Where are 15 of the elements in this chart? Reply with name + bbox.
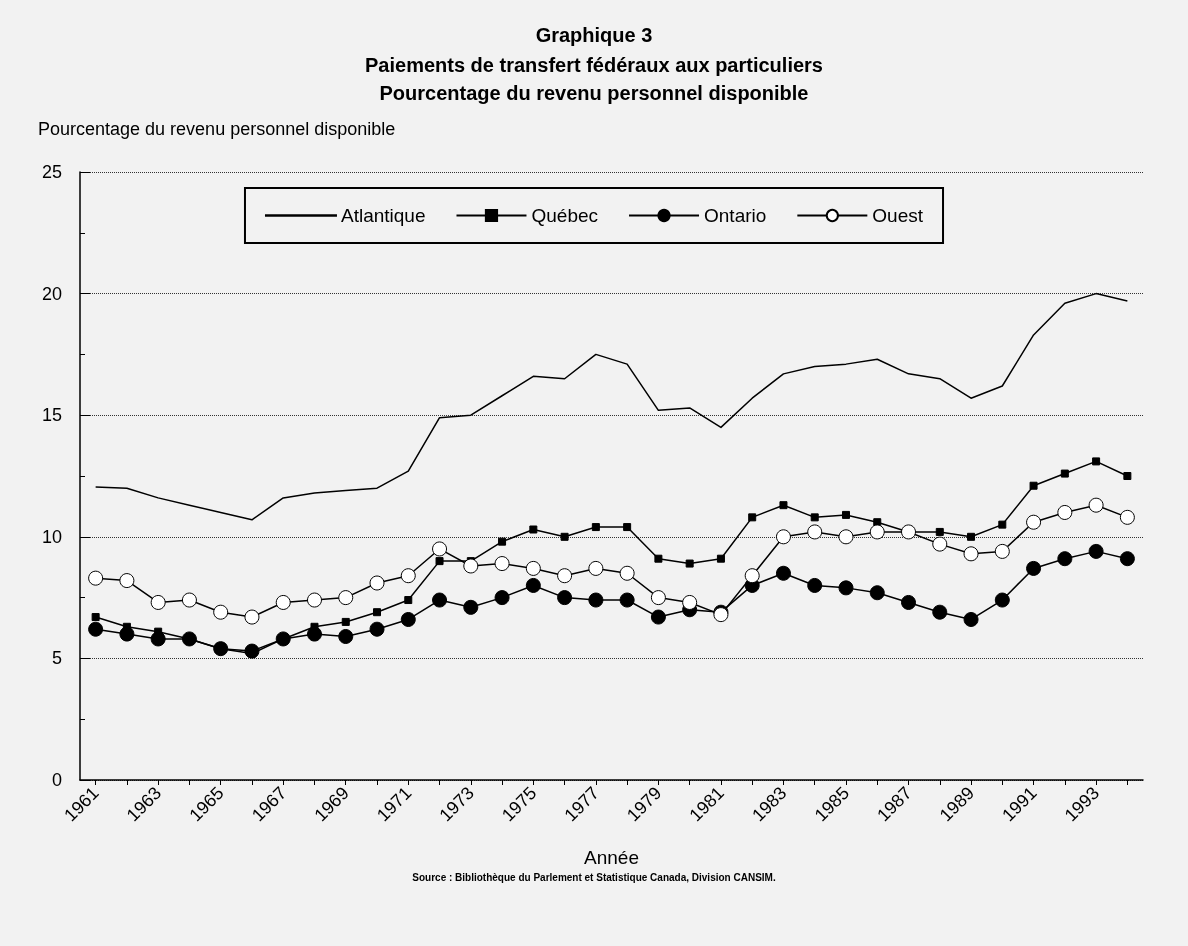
y-tick-label: 5	[51, 648, 62, 669]
legend-label: Ouest	[872, 205, 924, 226]
chart-title: Graphique 3	[535, 24, 653, 46]
legend-label: Ontario	[704, 205, 767, 226]
y-tick-label: 10	[41, 526, 62, 547]
y-tick-label: 15	[41, 405, 62, 426]
chart-subtitle: Paiements de transfert fédéraux aux particuliers Pourcentage du revenu personnel disponible	[365, 54, 823, 104]
legend-label: Atlantique	[340, 205, 426, 226]
source-note: Source : Bibliothèque du Parlement et Statistique Canada, Division CANSIM.	[412, 871, 776, 883]
x-axis-title: Année	[584, 847, 639, 868]
y-tick-label: 25	[41, 162, 62, 182]
y-tick-label: 20	[41, 283, 62, 304]
y-axis-title: Pourcentage du revenu personnel disponible	[38, 119, 396, 139]
y-tick-label: 0	[51, 770, 62, 790]
legend-label: Québec	[531, 205, 599, 226]
